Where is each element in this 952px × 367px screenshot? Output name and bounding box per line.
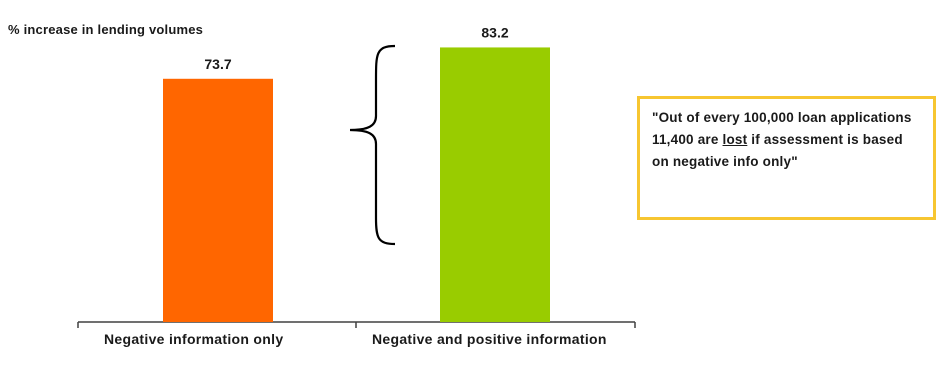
data-label-negative-only: 73.7 [204,56,231,72]
annotation-text-suffix: if assessment is based on negative info … [652,132,903,169]
category-label-negative-and-positive: Negative and positive information [372,331,607,347]
curly-brace-icon [349,44,396,246]
annotation-text-emphasis: lost [722,132,748,147]
category-label-negative-only: Negative information only [104,331,284,347]
data-labels-group: 73.7 83.2 [204,24,508,71]
bar-negative-only [163,78,273,322]
bar-negative-and-positive [440,47,550,322]
annotation-text-prefix: "Out of every 100,000 loan applications … [652,110,912,147]
data-label-negative-and-positive: 83.2 [481,24,508,40]
chart-title: % increase in lending volumes [8,22,204,37]
bars-group [163,47,550,322]
annotation-callout: "Out of every 100,000 loan applications … [637,96,936,220]
